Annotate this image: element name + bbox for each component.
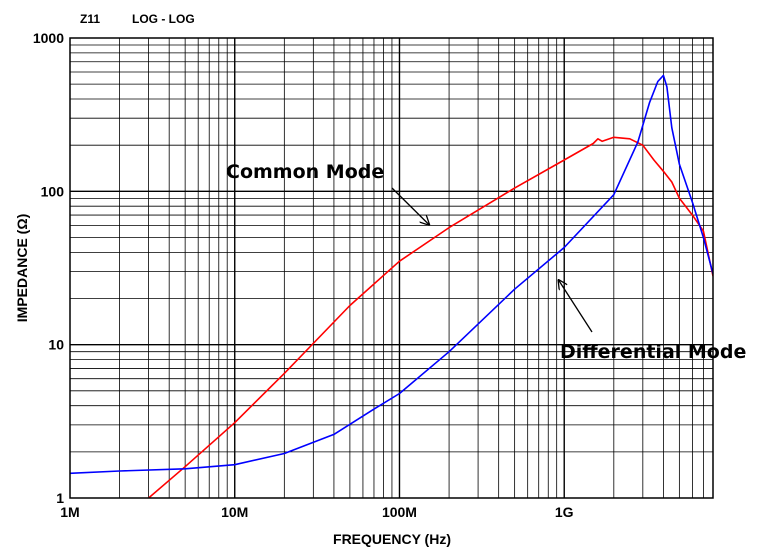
annotations: Common Mode Differential Mode bbox=[226, 161, 746, 363]
y-tick-label: 100 bbox=[41, 183, 65, 199]
y-tick-label: 1 bbox=[56, 490, 64, 506]
differential-mode-label: Differential Mode bbox=[560, 341, 746, 363]
common-mode-arrow bbox=[391, 187, 429, 225]
x-axis-title: FREQUENCY (Hz) bbox=[333, 531, 451, 547]
x-tick-label: 1G bbox=[555, 504, 574, 520]
x-tick-label: 1M bbox=[60, 504, 79, 520]
y-tick-label: 1000 bbox=[33, 30, 64, 46]
x-tick-label: 100M bbox=[382, 504, 417, 520]
differential-mode-arrow bbox=[559, 280, 593, 333]
series-layer bbox=[70, 74, 713, 498]
plot-frame bbox=[69, 37, 714, 499]
tick-labels: 1M 10M 100M 1G 1 10 100 1000 bbox=[33, 30, 574, 520]
y-axis-title: IMPEDANCE (Ω) bbox=[14, 214, 30, 322]
y-tick-label: 10 bbox=[48, 337, 64, 353]
x-tick-label: 10M bbox=[221, 504, 248, 520]
grid-lines bbox=[70, 38, 713, 498]
differential-mode-line bbox=[70, 74, 713, 475]
common-mode-line bbox=[148, 136, 713, 498]
header-label: Z11 bbox=[80, 12, 100, 26]
header-scale: LOG - LOG bbox=[132, 12, 195, 26]
common-mode-label: Common Mode bbox=[226, 161, 384, 183]
